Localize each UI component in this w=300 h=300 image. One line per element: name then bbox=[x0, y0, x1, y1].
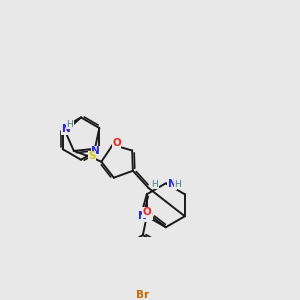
Text: O: O bbox=[142, 207, 151, 217]
Text: S: S bbox=[88, 152, 96, 161]
Text: H: H bbox=[174, 180, 181, 189]
Text: N: N bbox=[91, 146, 100, 156]
Text: H: H bbox=[152, 180, 158, 189]
Text: N: N bbox=[139, 211, 147, 221]
Text: N: N bbox=[168, 179, 176, 189]
Text: O: O bbox=[143, 210, 152, 220]
Text: O: O bbox=[112, 138, 121, 148]
Text: H: H bbox=[67, 120, 73, 129]
Text: Br: Br bbox=[136, 290, 149, 300]
Text: N: N bbox=[62, 124, 70, 134]
